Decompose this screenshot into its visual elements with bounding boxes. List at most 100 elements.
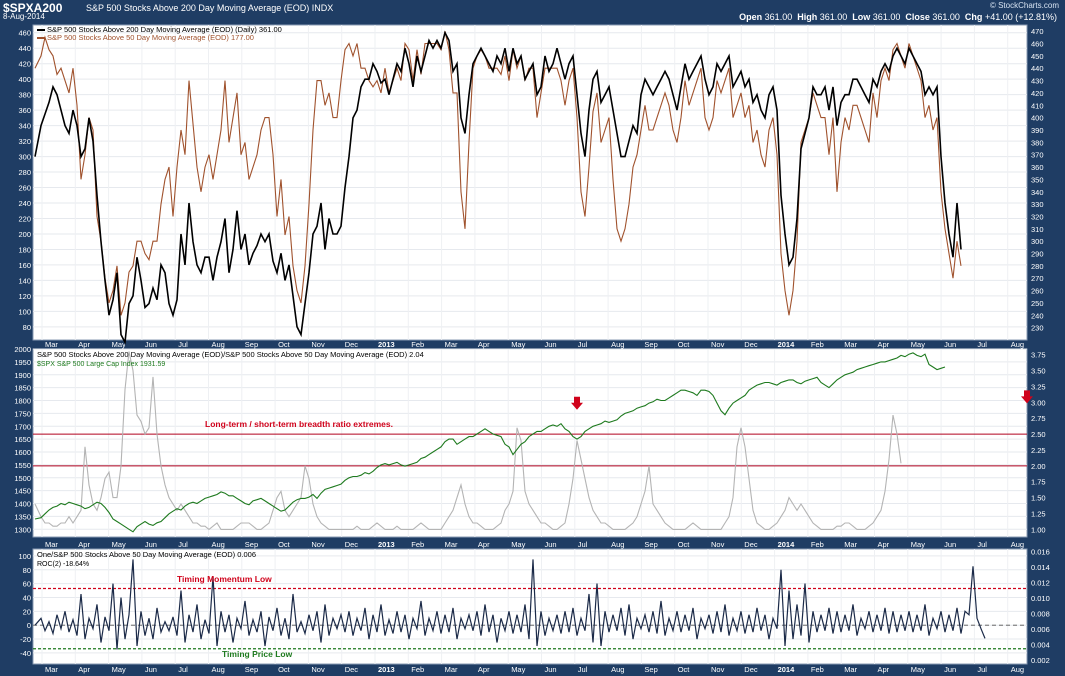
x-tick-label: Feb [811,665,824,674]
right-tick-label: 2.25 [1031,446,1046,455]
right-tick-label: 350 [1031,175,1044,184]
left-tick-label: 100 [18,552,31,561]
chg-label: Chg [964,12,983,22]
right-tick-label: 3.75 [1031,351,1046,360]
right-tick-label: 1.75 [1031,478,1046,487]
timing-momentum-low-label: Timing Momentum Low [177,574,272,584]
x-tick-label: Jun [545,540,557,549]
x-tick-label: Jul [578,540,588,549]
right-tick-label: 2.75 [1031,414,1046,423]
left-tick-label: 200 [18,230,31,239]
x-tick-label: Jul [977,540,987,549]
left-tick-label: 120 [18,292,31,301]
left-tick-label: 1850 [14,384,31,393]
open-label: Open [739,12,763,22]
left-tick-label: 340 [18,122,31,131]
x-tick-label: May [911,540,925,549]
x-tick-label: Mar [445,540,458,549]
x-tick-label: Mar [844,665,857,674]
right-tick-label: 1.25 [1031,510,1046,519]
x-tick-label: Dec [744,665,758,674]
left-tick-label: 160 [18,261,31,270]
x-tick-label: Mar [844,540,857,549]
left-tick-label: 1900 [14,371,31,380]
red-down-arrow-icon [1021,390,1033,404]
x-tick-label: May [911,340,925,349]
x-tick-label: Jul [578,340,588,349]
left-tick-label: -20 [20,635,31,644]
x-tick-label: Aug [212,340,225,349]
left-tick-label: 180 [18,245,31,254]
right-tick-label: 450 [1031,52,1044,61]
series-line-panel3-1 [34,559,986,650]
left-tick-label: 1500 [14,474,31,483]
x-tick-label: Apr [478,540,490,549]
left-tick-label: 1450 [14,487,31,496]
panel-3-plot-area [32,548,1028,665]
left-tick-label: 360 [18,106,31,115]
x-tick-label: Dec [744,340,758,349]
x-tick-label: Aug [1011,340,1024,349]
right-tick-label: 390 [1031,126,1044,135]
right-tick-label: 2.00 [1031,462,1046,471]
x-tick-label: 2013 [378,665,395,674]
x-tick-label: Nov [711,540,725,549]
left-tick-label: 1550 [14,461,31,470]
right-tick-label: 0.008 [1031,609,1050,618]
symbol-name: S&P 500 Stocks Above 200 Day Moving Aver… [86,3,334,13]
x-tick-label: Sep [245,340,258,349]
x-tick-label: Sep [644,340,657,349]
left-tick-label: 1750 [14,409,31,418]
x-tick-label: Apr [78,540,90,549]
close-value: 361.00 [932,12,960,22]
right-tick-label: 3.50 [1031,367,1046,376]
x-tick-label: Jun [545,340,557,349]
x-tick-label: 2014 [778,665,796,674]
x-tick-label: Sep [644,665,657,674]
x-tick-label: Nov [711,340,725,349]
left-tick-label: 220 [18,214,31,223]
left-tick-label: 300 [18,153,31,162]
left-tick-label: 1700 [14,422,31,431]
left-tick-label: 100 [18,307,31,316]
x-tick-label: Apr [878,340,890,349]
high-label: High [797,12,818,22]
x-tick-label: Oct [678,340,691,349]
red-down-arrow-icon [571,396,583,410]
right-tick-label: 3.00 [1031,398,1046,407]
right-tick-label: 410 [1031,101,1044,110]
left-tick-label: 140 [18,276,31,285]
x-tick-label: May [911,665,925,674]
right-tick-label: 230 [1031,324,1044,333]
left-tick-label: 420 [18,60,31,69]
low-label: Low [852,12,871,22]
x-tick-label: Jun [145,665,157,674]
x-tick-label: Jul [178,340,188,349]
x-tick-label: Aug [212,540,225,549]
left-tick-label: 1600 [14,448,31,457]
legend-series-2: S&P 500 Stocks Above 50 Day Moving Avera… [47,33,254,42]
x-tick-label: May [112,665,126,674]
right-tick-label: 0.014 [1031,563,1050,572]
x-tick-label: Jun [944,340,956,349]
x-tick-label: Aug [611,540,624,549]
x-tick-label: 2014 [778,540,796,549]
x-tick-label: Mar [45,665,58,674]
right-tick-label: 360 [1031,163,1044,172]
x-tick-label: Nov [311,340,325,349]
watermark: © StockCharts.com [989,1,1059,10]
series-line-panel2-2 [34,351,902,531]
open-value: 361.00 [764,12,793,22]
legend-series-1: S&P 500 Stocks Above 200 Day Moving Aver… [47,25,282,34]
x-tick-label: Aug [1011,540,1024,549]
x-tick-label: Jul [178,665,188,674]
left-tick-label: 280 [18,168,31,177]
right-tick-label: 240 [1031,311,1044,320]
x-tick-label: Aug [212,665,225,674]
x-tick-label: Feb [811,340,824,349]
left-tick-label: 80 [23,566,31,575]
left-tick-label: 240 [18,199,31,208]
left-tick-label: 400 [18,75,31,84]
right-tick-label: 270 [1031,274,1044,283]
